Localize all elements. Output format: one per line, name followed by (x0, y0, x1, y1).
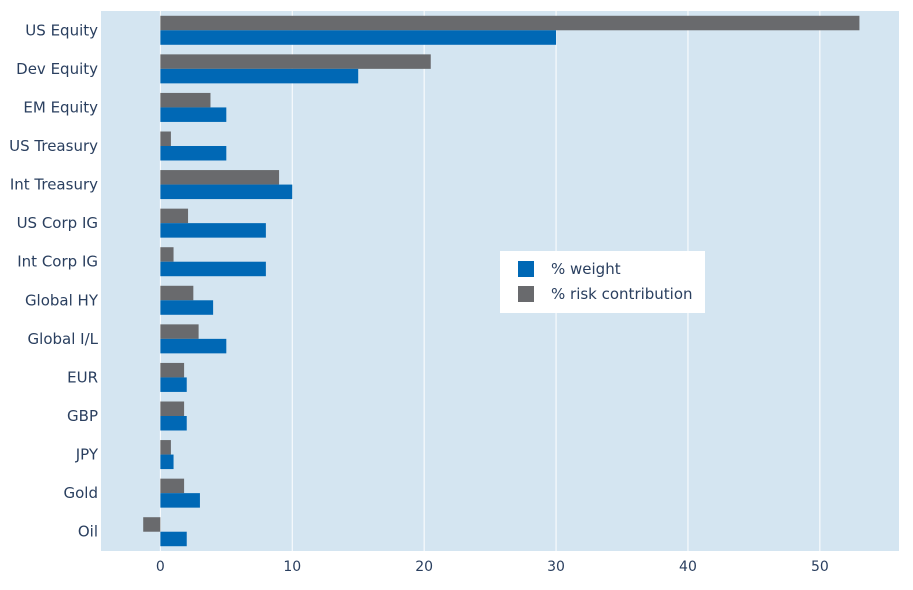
bar-risk-contribution (160, 440, 171, 455)
bar-weight (160, 261, 266, 277)
bar-weight (160, 68, 359, 84)
category-label: Dev Equity (16, 60, 98, 78)
legend: % weight % risk contribution (500, 251, 705, 313)
bar-risk-contribution (143, 517, 161, 532)
bar-risk-contribution (160, 54, 431, 69)
category-label: EUR (67, 368, 98, 386)
bar-weight (160, 107, 227, 122)
category-label: EM Equity (23, 98, 98, 116)
legend-swatch (518, 286, 534, 302)
x-tick-label: 50 (811, 559, 829, 575)
category-label: US Treasury (9, 137, 98, 155)
bar-weight (160, 223, 266, 238)
bar-risk-contribution (160, 324, 199, 339)
bar-weight (160, 454, 174, 470)
x-tick-label: 10 (283, 559, 301, 575)
bars (143, 15, 860, 547)
bar-risk-contribution (160, 170, 280, 185)
legend-label: % weight (551, 260, 621, 278)
bar-risk-contribution (160, 208, 189, 224)
bar-risk-contribution (160, 285, 194, 301)
category-label: Global HY (25, 291, 99, 309)
x-tick-label: 0 (156, 559, 165, 575)
bar-weight (160, 377, 187, 392)
bar-weight (160, 184, 293, 200)
x-tick-label: 40 (679, 559, 697, 575)
category-label: Global I/L (28, 330, 99, 348)
category-label: Int Corp IG (17, 253, 98, 271)
x-tick-label: 30 (547, 559, 565, 575)
bar-weight (160, 493, 200, 508)
bar-risk-contribution (160, 401, 185, 416)
category-label: Int Treasury (10, 176, 98, 194)
bar-weight (160, 531, 187, 547)
category-label: US Equity (25, 21, 98, 39)
bar-weight (160, 416, 187, 431)
bar-risk-contribution (160, 362, 185, 378)
bar-risk-contribution (160, 478, 185, 494)
category-label: JPY (75, 446, 99, 464)
category-label: US Corp IG (17, 214, 98, 232)
bar-risk-contribution (160, 131, 171, 146)
legend-box (500, 251, 705, 313)
category-labels: US Equity Dev Equity EM Equity US Treasury I… (9, 21, 99, 540)
bar-risk-contribution (160, 92, 211, 108)
x-tick-label: 20 (415, 559, 433, 575)
legend-label: % risk contribution (551, 285, 693, 303)
category-label: GBP (67, 407, 98, 425)
bar-weight (160, 30, 557, 45)
bar-risk-contribution (160, 15, 860, 31)
bar-risk-contribution (160, 247, 174, 262)
x-tick-labels: 0 10 20 30 40 50 (156, 559, 829, 575)
bar-weight (160, 338, 227, 354)
category-label: Oil (78, 523, 98, 541)
category-label: Gold (64, 484, 99, 502)
bar-weight (160, 300, 214, 315)
bar-weight (160, 146, 227, 161)
legend-swatch (518, 261, 534, 277)
